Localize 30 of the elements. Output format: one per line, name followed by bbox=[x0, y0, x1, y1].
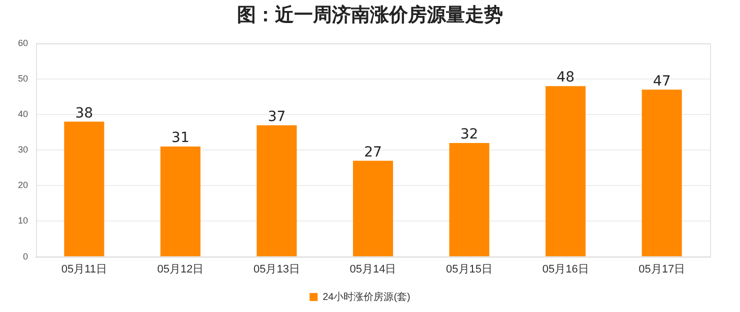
y-tick-label: 10 bbox=[18, 216, 28, 226]
data-label: 37 bbox=[268, 108, 286, 125]
x-tick-label: 05月11日 bbox=[61, 263, 107, 276]
bar bbox=[352, 160, 394, 256]
legend-label: 24小时涨价房源(套) bbox=[322, 290, 410, 303]
x-tick-label: 05月13日 bbox=[253, 263, 300, 276]
bar bbox=[64, 122, 104, 256]
x-tick-label: 05月17日 bbox=[638, 263, 686, 276]
x-tick-label: 05月16日 bbox=[542, 263, 589, 276]
y-tick-label: 40 bbox=[18, 109, 28, 120]
data-label: 48 bbox=[556, 70, 574, 86]
x-tick-label: 05月15日 bbox=[446, 263, 493, 276]
data-label: 27 bbox=[364, 144, 382, 160]
y-tick-label: 0 bbox=[22, 251, 28, 262]
chart-title: 图：近一周济南涨价房源量走势 bbox=[236, 3, 504, 28]
x-tick-label: 05月14日 bbox=[350, 263, 396, 276]
bar bbox=[642, 90, 682, 256]
bar bbox=[160, 146, 200, 256]
data-label: 47 bbox=[652, 73, 671, 90]
y-tick-label: 20 bbox=[18, 180, 28, 190]
bar bbox=[256, 125, 297, 256]
x-tick-label: 05月12日 bbox=[157, 263, 204, 276]
data-label: 38 bbox=[75, 105, 94, 122]
y-tick-label: 30 bbox=[18, 144, 28, 155]
y-tick-label: 50 bbox=[18, 73, 28, 84]
data-label: 32 bbox=[460, 126, 478, 143]
data-label: 31 bbox=[172, 130, 190, 146]
y-tick-label: 60 bbox=[18, 38, 28, 48]
bar bbox=[449, 142, 490, 256]
bar bbox=[546, 86, 586, 256]
